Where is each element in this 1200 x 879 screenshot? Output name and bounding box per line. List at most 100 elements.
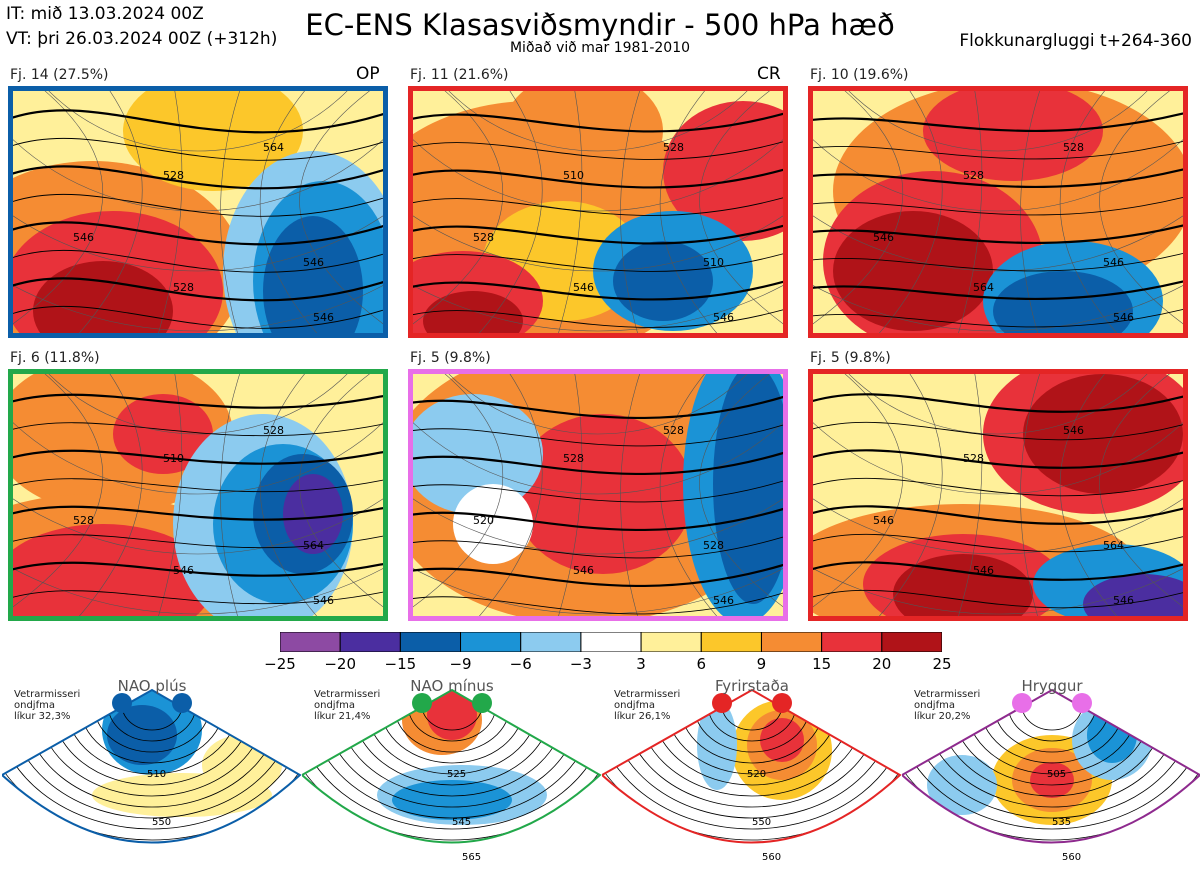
anomaly-area (713, 374, 783, 604)
colorbar-tick: −6 (509, 655, 532, 673)
contour-label: 546 (1103, 256, 1124, 269)
regime-info: Vetrarmisseri ondjfma líkur 26,1% (614, 689, 680, 722)
anomaly-colorbar (280, 632, 942, 652)
colorbar-tick: 9 (756, 655, 767, 673)
contour-label: 546 (1113, 311, 1134, 324)
contour-label: 546 (303, 256, 324, 269)
regime-map: 510 550 NAO plús Vetrarmisseri ondjfma líkur … (0, 675, 302, 875)
contour-label: 528 (1063, 141, 1084, 154)
colorbar-swatch (580, 632, 642, 652)
cluster-map-panel[interactable]: 528 520 546 528 528 546 (408, 369, 788, 621)
initial-time: IT: mið 13.03.2024 00Z (6, 4, 204, 24)
contour-label: 546 (173, 564, 194, 577)
regime-info-line: líkur 26,1% (614, 711, 671, 722)
anomaly-area (833, 211, 993, 331)
contour-label: 546 (1063, 424, 1084, 437)
cluster-label: Fj. 14 (27.5%) (10, 67, 109, 83)
colorbar-swatch (339, 632, 401, 652)
anomaly-area (453, 484, 533, 564)
regime-title: Hryggur (1021, 677, 1083, 695)
regime-info-line: Vetrarmisseri (14, 689, 81, 700)
contour-label: 546 (573, 564, 594, 577)
contour-label: 510 (147, 769, 166, 780)
regime-map: 505 535 560 Hryggur Vetrarmisseri ondjfma líku… (900, 675, 1200, 875)
anomaly-area (760, 718, 804, 762)
regime-center-dot (712, 693, 732, 713)
contour-label: 564 (1103, 539, 1124, 552)
contour-label: 564 (973, 281, 994, 294)
contour-label: 505 (1047, 769, 1066, 780)
colorbar-swatch (280, 632, 341, 652)
colorbar-tick: −20 (324, 655, 356, 673)
page-title: EC-ENS Klasasviðsmyndir - 500 hPa hæð (305, 8, 895, 42)
colorbar-swatch (700, 632, 762, 652)
colorbar-swatch (821, 632, 883, 652)
regime-border (300, 688, 602, 844)
contour-label: 528 (163, 169, 184, 182)
cluster-tag: OP (356, 64, 380, 84)
colorbar-tick: −25 (264, 655, 296, 673)
anomaly-area (123, 91, 303, 191)
regime-center-dot (1012, 693, 1032, 713)
regime-info-line: ondjfma (14, 700, 55, 711)
contour-label: 545 (452, 817, 471, 828)
cluster-map-panel[interactable]: 528 546 564 546 528 546 (808, 86, 1188, 338)
colorbar-tick: 25 (932, 655, 952, 673)
cluster-map-panel[interactable]: 510 528 546 510 528 546 (408, 86, 788, 338)
contour-label: 560 (762, 852, 781, 863)
colorbar-swatch (881, 632, 942, 652)
contour-label: 546 (973, 564, 994, 577)
colorbar-tick: 3 (636, 655, 646, 673)
cluster-map-panel[interactable]: 510 528 546 564 528 546 (8, 369, 388, 621)
anomaly-area (893, 554, 1033, 616)
contour-label: 528 (963, 169, 984, 182)
anomaly-area (413, 394, 543, 514)
contour-label: 560 (1062, 852, 1081, 863)
regime-info-line: Vetrarmisseri (614, 689, 681, 700)
valid-time: VT: þri 26.03.2024 00Z (+312h) (6, 29, 278, 49)
contour-label: 546 (713, 594, 734, 607)
contour-label: 528 (663, 141, 684, 154)
contour-label: 520 (473, 514, 494, 527)
contour-label: 528 (263, 424, 284, 437)
regime-center-dot (772, 693, 792, 713)
anomaly-area (663, 101, 783, 241)
anomaly-area (283, 474, 343, 554)
contour-label: 528 (173, 281, 194, 294)
page-subtitle: Miðað við mar 1981-2010 (509, 40, 691, 56)
regime-title: Fyrirstaða (715, 677, 789, 695)
contour-label: 525 (447, 769, 466, 780)
contour-label: 564 (303, 539, 324, 552)
colorbar-tick: −9 (449, 655, 472, 673)
regime-info: Vetrarmisseri ondjfma líkur 20,2% (914, 689, 980, 722)
regime-info-line: ondjfma (314, 700, 355, 711)
colorbar-tick: 15 (812, 655, 832, 673)
regime-border (0, 688, 302, 844)
contour-label: 546 (313, 594, 334, 607)
colorbar-swatch (760, 632, 823, 652)
cluster-label: Fj. 5 (9.8%) (410, 350, 491, 366)
colorbar-tick: 6 (696, 655, 707, 673)
contour-label: 528 (663, 424, 684, 437)
regime-info-line: líkur 21,4% (314, 711, 371, 722)
contour-label: 546 (873, 231, 894, 244)
cluster-tag: CR (757, 64, 781, 84)
anomaly-area (107, 705, 177, 765)
regime-info-line: líkur 20,2% (914, 711, 971, 722)
regime-title: NAO plús (117, 677, 187, 695)
regime-info: Vetrarmisseri ondjfma líkur 32,3% (14, 689, 80, 722)
cluster-label: Fj. 6 (11.8%) (10, 350, 100, 366)
contour-label: 528 (563, 452, 584, 465)
regime-center-dot (412, 693, 432, 713)
contour-label: 510 (163, 452, 184, 465)
cluster-map-panel[interactable]: 528 546 546 564 546 546 (808, 369, 1188, 621)
colorbar-tick: 20 (872, 655, 892, 673)
regime-info-line: ondjfma (914, 700, 955, 711)
regime-info-line: líkur 32,3% (14, 711, 71, 722)
contour-label: 510 (703, 256, 724, 269)
contour-label: 535 (1052, 817, 1071, 828)
cluster-map-panel[interactable]: 528 546 528 546 564 546 (8, 86, 388, 338)
contour-label: 550 (752, 817, 771, 828)
anomaly-area (392, 780, 512, 820)
contour-label: 520 (747, 769, 766, 780)
